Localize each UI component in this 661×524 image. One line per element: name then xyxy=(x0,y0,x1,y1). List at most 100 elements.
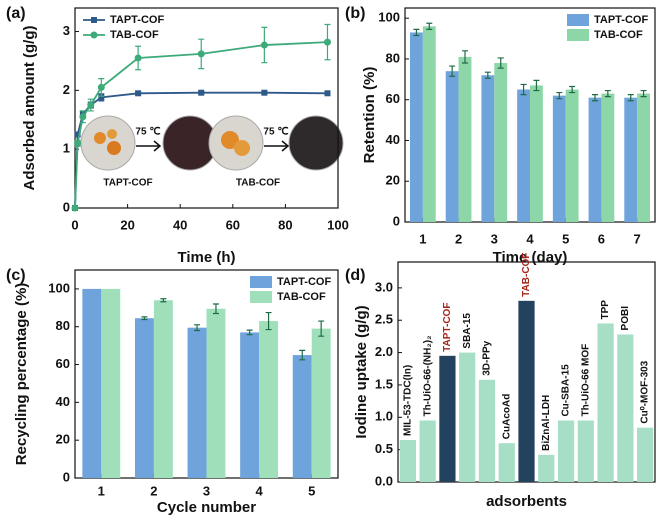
y-tick-label: 0 xyxy=(63,199,70,214)
bar xyxy=(240,332,260,478)
legend-swatch xyxy=(250,276,272,288)
bar xyxy=(134,318,154,478)
x-axis-title: Time (h) xyxy=(177,249,235,266)
bar xyxy=(101,288,121,478)
bar-label: TAB-COF xyxy=(521,253,532,297)
panel-label: (d) xyxy=(345,267,365,284)
bar xyxy=(445,71,459,222)
y-tick-label: 0.0 xyxy=(375,473,393,488)
bar xyxy=(399,439,416,482)
error-bar xyxy=(299,349,306,361)
x-axis-title: adsorbents xyxy=(486,493,567,510)
y-tick-label: 2.0 xyxy=(375,344,393,359)
particle xyxy=(94,132,106,144)
bar xyxy=(422,26,436,222)
error-bar xyxy=(520,83,527,96)
legend-label: TAPT-COF xyxy=(110,14,164,26)
bar xyxy=(637,93,650,222)
marker xyxy=(79,113,87,121)
marker xyxy=(198,89,205,96)
bar-label: Cu⁰-MOF-303 xyxy=(640,360,651,423)
error-bar xyxy=(640,89,647,98)
particle xyxy=(221,131,239,149)
bar-label: 3D-PPy xyxy=(482,340,493,375)
y-tick-label: 0.5 xyxy=(375,441,393,456)
bar xyxy=(292,355,312,478)
x-tick-label: 0 xyxy=(71,217,78,232)
y-tick-label: 20 xyxy=(386,173,400,188)
x-tick-label: 20 xyxy=(120,217,134,232)
error-bar xyxy=(604,89,611,98)
legend-label: TAPT-COF xyxy=(277,276,331,288)
y-tick-label: 80 xyxy=(386,50,400,65)
bar xyxy=(311,328,331,478)
error-bar xyxy=(497,57,504,69)
error-bar xyxy=(627,94,634,102)
bar xyxy=(206,308,226,478)
marker xyxy=(135,90,142,97)
annotation: 75 ℃ xyxy=(135,127,160,138)
x-tick-label: 2 xyxy=(455,231,462,246)
bar-label: MIL-53-TDC(In) xyxy=(403,365,414,436)
bar xyxy=(458,56,472,222)
legend-swatch xyxy=(567,14,589,26)
y-tick-label: 2.5 xyxy=(375,312,393,327)
bar xyxy=(82,288,102,478)
plot-frame xyxy=(74,7,339,209)
y-tick-label: 40 xyxy=(386,132,400,147)
annotation: 75 ℃ xyxy=(263,127,288,138)
legend-swatch xyxy=(567,29,589,41)
marker xyxy=(71,204,79,212)
x-tick-label: 4 xyxy=(526,231,534,246)
x-tick-label: 80 xyxy=(278,217,292,232)
x-tick-label: 2 xyxy=(150,483,157,498)
bar xyxy=(518,300,535,482)
photo-tapt-before xyxy=(80,115,136,171)
particle xyxy=(107,141,121,155)
bar xyxy=(552,95,566,222)
x-tick-label: 6 xyxy=(598,231,605,246)
y-tick-label: 3 xyxy=(63,23,70,38)
particle xyxy=(234,140,250,156)
y-tick-label: 80 xyxy=(56,318,70,333)
x-tick-label: 100 xyxy=(327,217,349,232)
marker xyxy=(74,139,82,147)
x-tick-label: 1 xyxy=(419,231,426,246)
error-bar xyxy=(449,65,456,77)
y-tick-label: 0 xyxy=(393,213,400,228)
bar xyxy=(565,89,579,223)
bar xyxy=(637,427,654,482)
error-bar xyxy=(556,91,563,100)
bar xyxy=(259,321,279,478)
bar xyxy=(459,352,476,482)
y-tick-label: 3.0 xyxy=(375,279,393,294)
bar xyxy=(481,75,495,222)
marker xyxy=(134,54,142,62)
y-tick-label: 2 xyxy=(63,82,70,97)
y-tick-label: 20 xyxy=(56,432,70,447)
y-tick-label: 100 xyxy=(378,10,400,25)
x-tick-label: 5 xyxy=(308,483,315,498)
annotation: TAPT-COF xyxy=(103,178,152,189)
y-axis-title: Adsorbed amount (g/g) xyxy=(21,26,38,191)
bar xyxy=(588,97,602,222)
photo-tab-after xyxy=(288,115,344,171)
error-bar xyxy=(426,22,433,30)
bar xyxy=(538,454,555,482)
legend-label: TAPT-COF xyxy=(594,14,648,26)
y-tick-label: 1.0 xyxy=(375,409,393,424)
error-bar xyxy=(484,71,491,79)
x-tick-label: 4 xyxy=(255,483,263,498)
error-bar xyxy=(246,329,253,336)
error-bar xyxy=(141,316,148,321)
photos xyxy=(80,115,344,171)
marker xyxy=(97,83,105,91)
y-axis-title: Recycling percentage (%) xyxy=(13,283,30,466)
legend-marker xyxy=(91,17,97,23)
error-bar xyxy=(212,303,219,315)
bar-label: Cu-SBA-15 xyxy=(561,364,572,417)
marker xyxy=(260,41,268,49)
x-tick-label: 5 xyxy=(562,231,569,246)
bar xyxy=(577,420,594,482)
bar xyxy=(153,300,173,478)
